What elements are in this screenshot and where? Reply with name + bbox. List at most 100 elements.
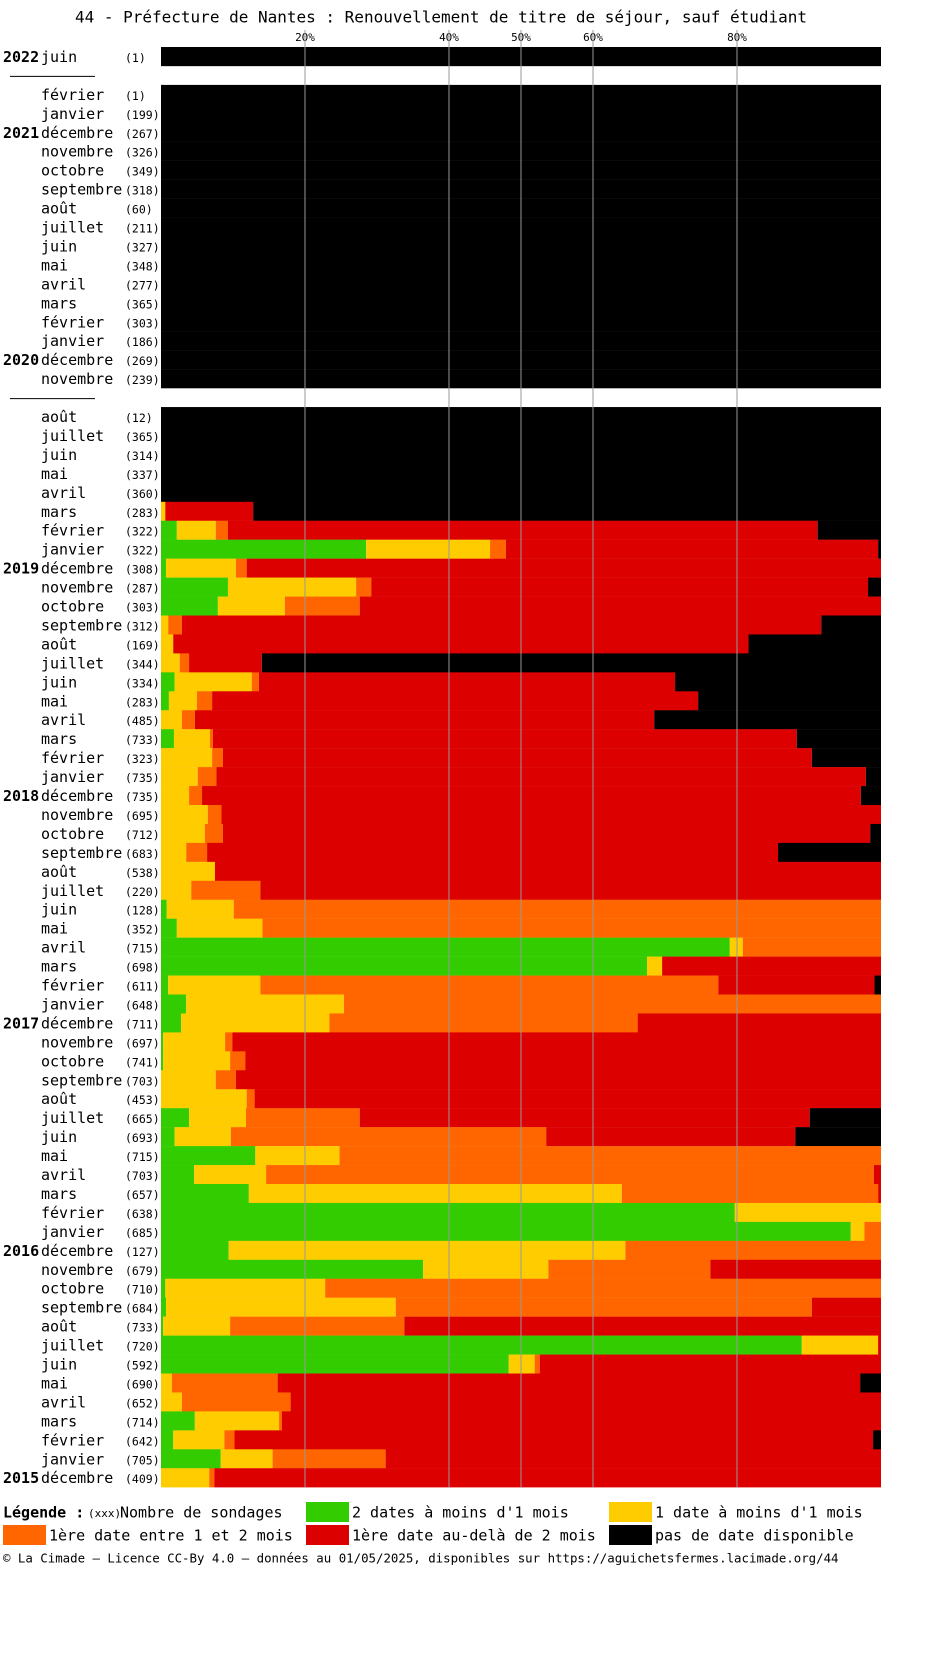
bar-segment: [404, 1316, 881, 1336]
bar-segment: [290, 1392, 882, 1412]
month-label: octobre: [41, 162, 104, 180]
count-label: (327): [125, 240, 160, 254]
count-label: (693): [125, 1131, 160, 1145]
bar-segment: [811, 748, 881, 768]
bar-segment: [266, 1165, 874, 1185]
bar-segment: [228, 1240, 626, 1260]
bar-segment: [233, 899, 882, 919]
bar-segment: [235, 558, 247, 578]
bar-segment: [232, 1032, 881, 1052]
count-label: (314): [125, 449, 160, 463]
count-label: (735): [125, 790, 160, 804]
month-label: octobre: [41, 825, 104, 843]
month-label: août: [41, 635, 77, 653]
bar-segment: [359, 596, 882, 616]
count-label: (348): [125, 259, 160, 273]
count-label: (334): [125, 676, 160, 690]
bar-segment: [161, 501, 166, 521]
bar-segment: [202, 786, 861, 806]
bar-segment: [161, 1297, 167, 1317]
bar-segment: [508, 1354, 535, 1374]
bar-segment: [795, 1127, 881, 1147]
bar-segment: [284, 596, 360, 616]
bar-segment: [222, 823, 871, 844]
bar-segment: [255, 1146, 340, 1166]
month-label: juillet: [41, 882, 104, 900]
month-label: octobre: [41, 1052, 104, 1070]
count-label: (409): [125, 1472, 160, 1486]
month-label: janvier: [41, 995, 104, 1013]
bar-segment: [161, 1430, 174, 1450]
bar-segment: [220, 1449, 273, 1469]
bar-segment: [809, 1108, 881, 1128]
bar-segment: [161, 520, 177, 540]
count-label: (712): [125, 828, 160, 842]
bar-segment: [215, 1070, 236, 1090]
bar-segment: [490, 539, 506, 559]
month-label: mai: [41, 465, 68, 483]
count-label: (303): [125, 316, 160, 330]
bar-segment: [277, 1373, 861, 1393]
bar-segment: [161, 937, 730, 957]
legend-label: 2 dates à moins d'1 mois: [352, 1504, 569, 1522]
month-label: mai: [41, 1374, 68, 1392]
bar-segment: [189, 653, 262, 673]
bar-segment: [186, 994, 344, 1014]
bar-segment: [181, 615, 822, 635]
bar-segment: [873, 1165, 881, 1185]
count-label: (277): [125, 278, 160, 292]
month-label: mars: [41, 503, 77, 521]
bar-segment: [161, 1278, 166, 1298]
count-label: (269): [125, 354, 160, 368]
count-label: (685): [125, 1226, 160, 1240]
month-label: février: [41, 977, 104, 995]
bar-segment: [868, 577, 881, 597]
bar-segment: [801, 1335, 879, 1355]
bar-segment: [260, 975, 719, 995]
legend-swatch: [306, 1525, 349, 1545]
month-label: décembre: [41, 1242, 113, 1260]
count-label: (211): [125, 222, 160, 236]
bar-segment: [811, 1297, 881, 1317]
bar-segment: [366, 539, 491, 559]
month-label: juin: [41, 237, 77, 255]
month-label: mars: [41, 294, 77, 312]
count-label: (323): [125, 752, 160, 766]
month-label: décembre: [41, 351, 113, 369]
bar-segment: [165, 501, 254, 521]
bar-segment: [245, 1051, 882, 1071]
year-label: 2022: [3, 48, 39, 66]
month-label: juin: [41, 901, 77, 919]
bar-segment: [161, 861, 215, 881]
month-label: juin: [41, 1128, 77, 1146]
month-label: avril: [41, 1166, 86, 1184]
bar-segment: [161, 899, 167, 919]
bar-segment: [339, 1146, 881, 1166]
bar-segment: [742, 937, 881, 957]
month-label: septembre: [41, 181, 122, 199]
bar-segment: [356, 577, 372, 597]
count-label: (186): [125, 335, 160, 349]
month-label: mars: [41, 1185, 77, 1203]
bar-segment: [161, 842, 187, 863]
bar-segment: [161, 1449, 221, 1469]
month-label: février: [41, 1431, 104, 1449]
count-label: (360): [125, 487, 160, 501]
count-label: (592): [125, 1359, 160, 1373]
bar-segment: [212, 691, 699, 711]
bar-segment: [197, 767, 217, 787]
count-label: (308): [125, 563, 160, 577]
bar-segment: [161, 596, 218, 616]
month-label: avril: [41, 484, 86, 502]
bar-segment: [234, 1430, 874, 1450]
bar-segment: [734, 1202, 881, 1223]
bar-segment: [161, 805, 208, 825]
count-label: (303): [125, 601, 160, 615]
bar-segment: [258, 672, 676, 692]
bar-segment: [161, 1354, 509, 1374]
count-label: (657): [125, 1188, 160, 1202]
bar-segment: [209, 1468, 215, 1488]
month-label: mai: [41, 920, 68, 938]
bar-segment: [163, 1051, 231, 1071]
